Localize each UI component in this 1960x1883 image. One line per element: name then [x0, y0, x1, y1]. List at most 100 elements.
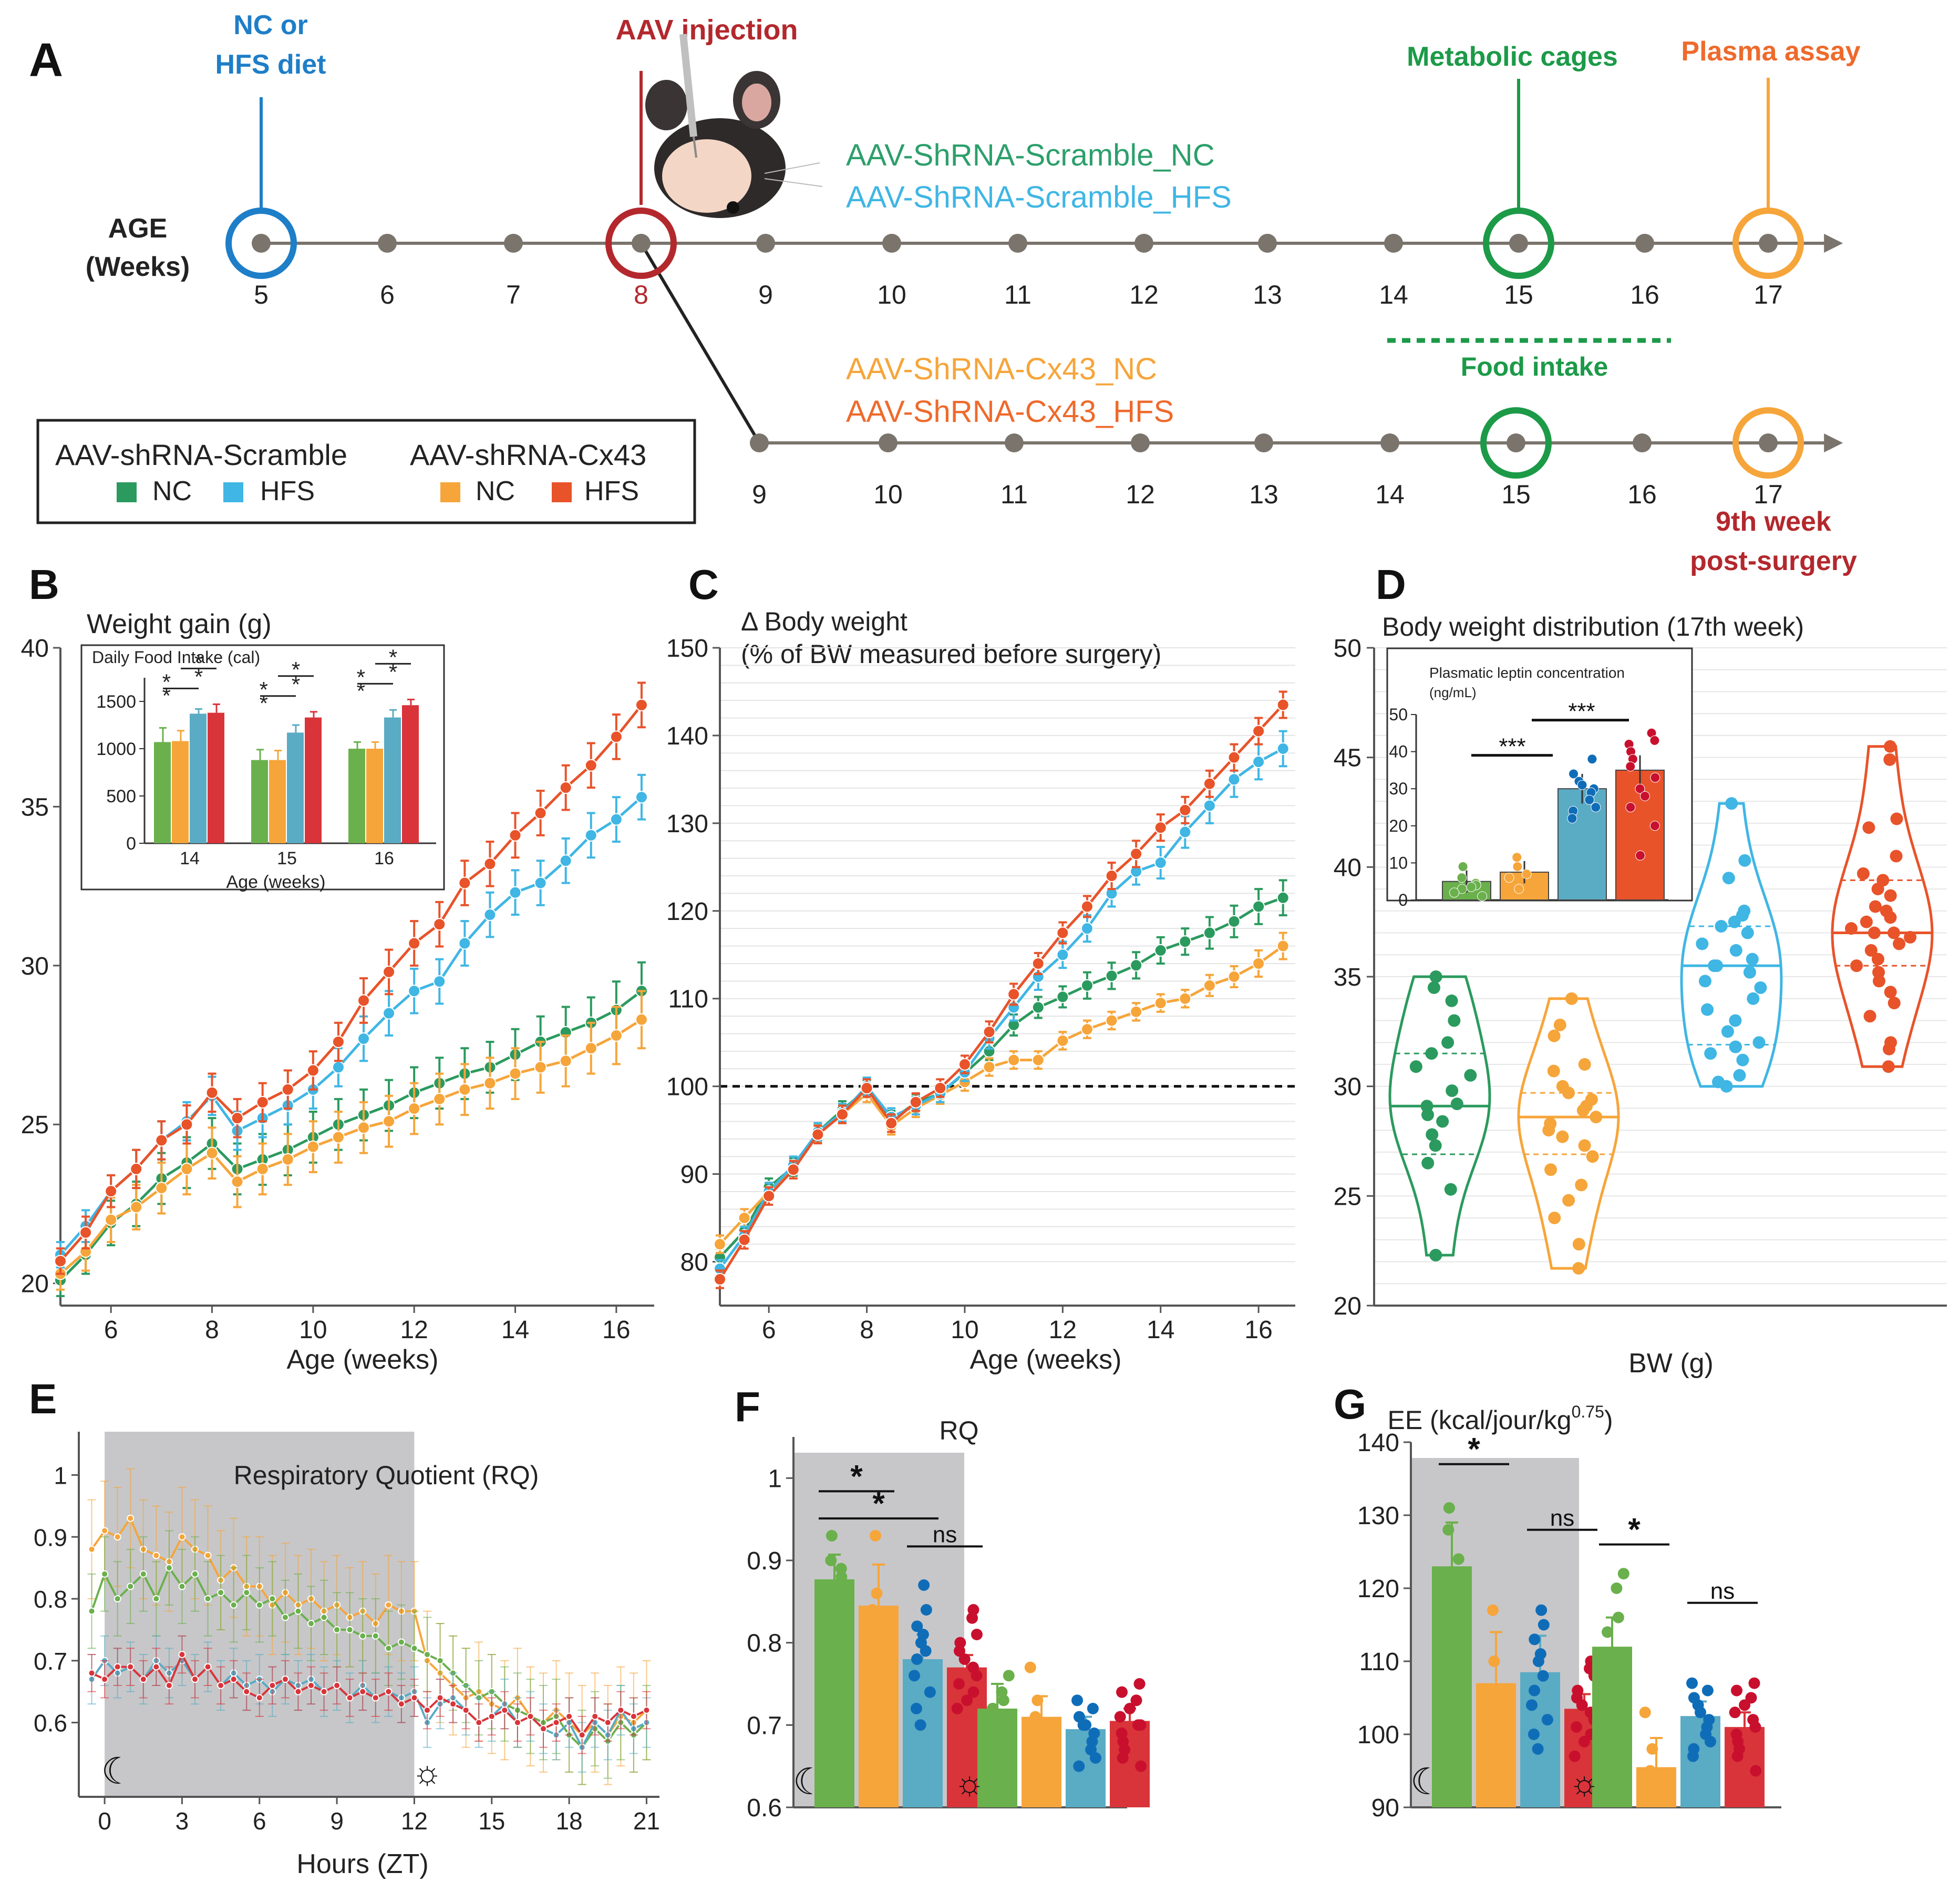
inset-y-tick-label: 0 [1398, 891, 1408, 909]
x-tick-label: 12 [400, 1316, 428, 1344]
plasma-assay-label: Plasma assay [1681, 36, 1860, 67]
data-point [346, 1694, 354, 1702]
bar-point [866, 1604, 879, 1616]
bar-point [966, 1612, 978, 1624]
panel-c-xlabel: Age (weeks) [970, 1344, 1122, 1375]
violin-point [1754, 981, 1767, 994]
x-tick-label: 6 [253, 1807, 266, 1835]
y-tick-label: 45 [1334, 744, 1361, 772]
data-point [385, 1601, 393, 1609]
data-point [79, 1226, 92, 1239]
data-point [152, 1663, 160, 1671]
timeline-node [1254, 433, 1273, 452]
legend-scramble-nc-swatch [117, 482, 137, 502]
timeline-node [882, 234, 901, 253]
bar-point [1488, 1656, 1500, 1667]
bar-point [880, 1629, 892, 1640]
inset-point [1584, 794, 1595, 805]
data-point [191, 1570, 199, 1578]
bar-point [826, 1530, 838, 1541]
bar-point [1704, 1735, 1716, 1747]
violin-point [1426, 1128, 1439, 1141]
data-point [256, 1162, 269, 1175]
panel-d-inset: Plasmatic leptin concentration (ng/mL) 0… [1386, 647, 1693, 909]
inset-point [1577, 780, 1587, 790]
significance-marker: * [389, 659, 397, 684]
data-point [1130, 1005, 1143, 1018]
data-point [332, 1061, 345, 1074]
violin-point [1729, 1040, 1742, 1053]
data-point [307, 1620, 315, 1628]
timeline-node [1384, 234, 1403, 253]
bar-point [1442, 1524, 1454, 1536]
data-point [1179, 825, 1192, 839]
y-tick-label: 0.8 [747, 1630, 782, 1658]
inset-point [1639, 791, 1650, 801]
bar [1066, 1729, 1106, 1807]
legend-scramble-hfs: HFS [260, 476, 315, 506]
bar-point [1532, 1743, 1544, 1755]
group-cx43-hfs-label: AAV-ShRNA-Cx43_HFS [846, 395, 1174, 429]
bar-point [1003, 1670, 1015, 1682]
inset-y-tick-label: 10 [1389, 853, 1408, 872]
y-tick-label: 20 [1334, 1292, 1361, 1320]
x-tick-label: 0 [98, 1807, 111, 1835]
y-tick-label: 35 [21, 793, 49, 821]
x-tick-label: 8 [205, 1316, 219, 1344]
bar-point [1647, 1787, 1659, 1799]
inset-point [1635, 783, 1645, 794]
y-tick-label: 1 [768, 1465, 782, 1493]
data-point [397, 1700, 405, 1708]
panel-b-xlabel: Age (weeks) [287, 1344, 439, 1375]
data-point [114, 1663, 121, 1671]
timeline-node [1131, 433, 1150, 452]
x-tick-label: 9 [330, 1807, 344, 1835]
bar-point [971, 1629, 983, 1640]
timeline-node [1509, 234, 1528, 253]
timeline-node [504, 234, 523, 253]
violin-point [1429, 1249, 1442, 1262]
data-point [1203, 777, 1216, 790]
bar-point [1532, 1656, 1544, 1667]
violin-point [1725, 797, 1738, 810]
bar-point [1529, 1633, 1541, 1646]
y-tick-label: 140 [1357, 1429, 1399, 1457]
legend-scramble-title: AAV-shRNA-Scramble [55, 438, 347, 471]
bar [1680, 1716, 1720, 1807]
bar-point [1695, 1706, 1707, 1719]
timeline-node [1380, 433, 1399, 452]
inset-bar [348, 749, 365, 843]
timeline-node [1633, 433, 1652, 452]
data-point [1105, 1014, 1118, 1027]
inset-bar [366, 749, 383, 843]
timeline-branch [639, 242, 761, 444]
panel-c-delta-bw: Δ Body weight (% of BW measured before s… [666, 607, 1295, 1375]
bar-point [997, 1694, 1009, 1706]
bar-point [869, 1530, 881, 1541]
violin-point [1704, 1047, 1717, 1060]
timeline-week-label: 9 [758, 280, 773, 309]
timeline-node [879, 433, 898, 452]
diet-start-ring [225, 208, 297, 279]
mouse-illustration [645, 34, 823, 218]
significance-marker: * [194, 664, 203, 689]
violin-point [1733, 1069, 1746, 1082]
violin-point [1860, 915, 1873, 928]
panel-b-title: Weight gain (g) [87, 609, 272, 639]
panel-g-title-main: EE (kcal/jour/kg [1387, 1405, 1571, 1435]
bar-point [1528, 1729, 1540, 1740]
panel-letter-c: C [688, 561, 719, 608]
y-tick-label: 0.7 [747, 1712, 782, 1740]
post-surgery-label-1: 9th week [1716, 506, 1831, 537]
violin-point [1450, 1098, 1463, 1111]
y-tick-label: 0.9 [747, 1547, 782, 1575]
violin-point [1464, 1069, 1477, 1082]
data-point [1252, 756, 1265, 769]
data-point [835, 1108, 849, 1121]
timeline-week-label: 16 [1627, 480, 1657, 509]
data-point [204, 1595, 212, 1603]
significance-marker: * [292, 672, 300, 697]
data-point [306, 1140, 319, 1153]
violin-point [1429, 970, 1442, 983]
data-point [559, 854, 572, 867]
